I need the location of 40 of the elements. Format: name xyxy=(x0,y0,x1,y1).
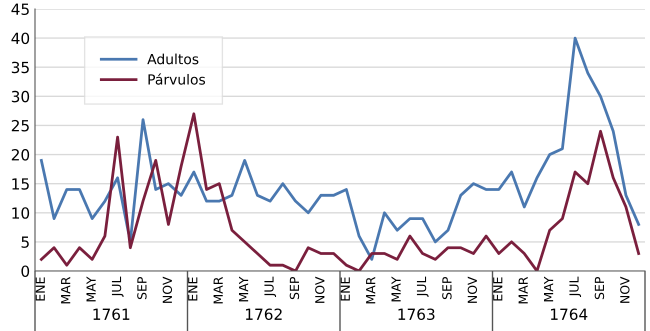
x-tick-label: SEP xyxy=(442,276,452,300)
legend-label: Adultos xyxy=(147,54,198,64)
x-tick-label: SEP xyxy=(137,276,147,300)
legend-label: Párvulos xyxy=(148,73,206,85)
text: 1761 xyxy=(93,308,130,320)
y-tick-label: 10 xyxy=(12,207,30,219)
x-tick-label: NOV xyxy=(468,276,478,303)
x-tick-label: NOV xyxy=(315,276,325,303)
text: 1764 xyxy=(550,308,588,320)
x-tick-label: MAR xyxy=(366,276,376,304)
y-tick-label: 30 xyxy=(12,90,30,102)
y-tick-label: 0 xyxy=(21,265,30,278)
x-tick-label: MAY xyxy=(544,276,554,302)
x-tick-label: ENE xyxy=(36,277,45,300)
text: 1763 xyxy=(398,308,434,320)
x-tick-label: SEP xyxy=(290,276,300,300)
x-tick-label: JUL xyxy=(569,276,582,298)
x-tick-label: NOV xyxy=(620,276,630,303)
x-tick-label: MAY xyxy=(239,276,248,302)
y-tick-label: 20 xyxy=(12,149,30,161)
x-tick-label: JUL xyxy=(416,276,429,298)
x-tick-label: ENE xyxy=(493,277,502,300)
x-tick-label: JUL xyxy=(264,276,276,298)
y-tick-label: 35 xyxy=(12,62,29,74)
x-tick-label: MAY xyxy=(86,276,96,302)
x-tick-label: ENE xyxy=(188,277,198,300)
x-tick-label: MAR xyxy=(518,276,528,304)
y-tick-label: 45 xyxy=(11,4,29,16)
y-tick-label: 15 xyxy=(12,178,29,190)
x-tick-label: MAY xyxy=(392,276,401,302)
y-tick-label: 5 xyxy=(22,236,29,248)
x-tick-label: NOV xyxy=(162,276,172,303)
x-tick-label: MAR xyxy=(61,276,70,304)
x-tick-label: JUL xyxy=(112,276,124,298)
text: 1762 xyxy=(246,308,282,320)
x-tick-label: ENE xyxy=(340,277,350,300)
y-tick-label: 25 xyxy=(12,120,29,132)
y-tick-label: 40 xyxy=(11,32,30,44)
x-tick-label: SEP xyxy=(594,276,604,300)
x-tick-label: MAR xyxy=(214,276,223,304)
